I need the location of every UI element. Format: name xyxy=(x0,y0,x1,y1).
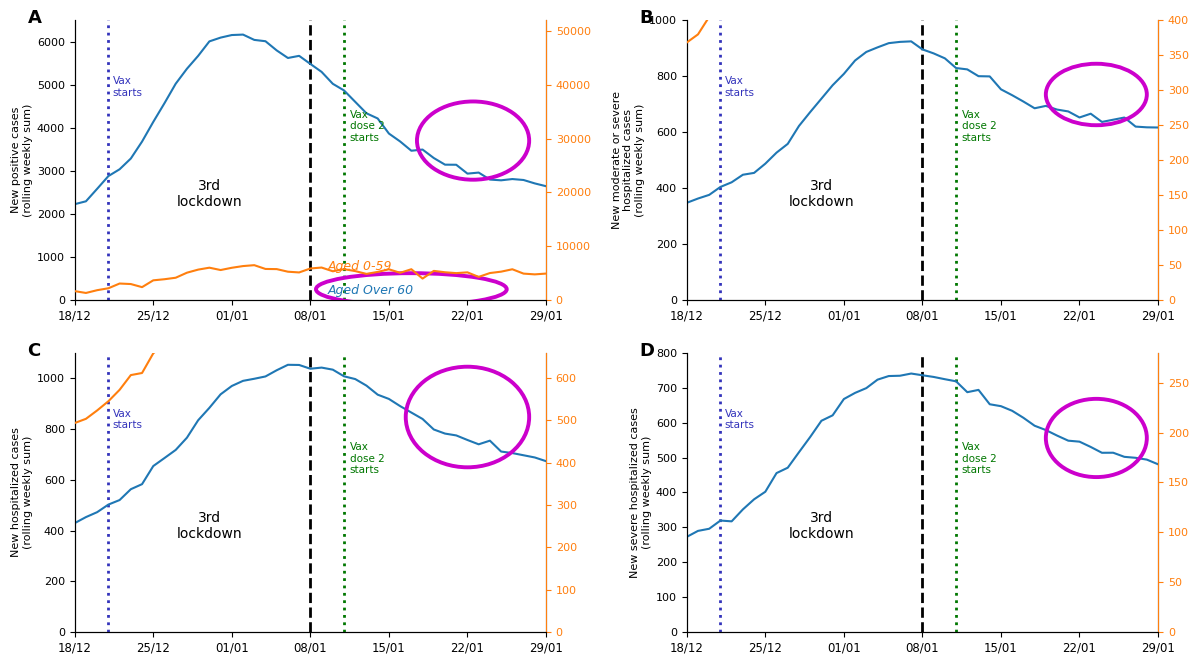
Text: Vax
dose 2
starts: Vax dose 2 starts xyxy=(961,110,996,143)
Text: 3rd
lockdown: 3rd lockdown xyxy=(176,178,242,208)
Text: B: B xyxy=(640,9,653,27)
Y-axis label: New severe hospitalized cases
(rolling weekly sum): New severe hospitalized cases (rolling w… xyxy=(630,407,652,578)
Y-axis label: New moderate or severe
hospitalized cases
(rolling weekly sum): New moderate or severe hospitalized case… xyxy=(612,91,644,229)
Text: D: D xyxy=(640,342,655,360)
Y-axis label: New hospitalized cases
(rolling weekly sum): New hospitalized cases (rolling weekly s… xyxy=(11,428,32,557)
Text: A: A xyxy=(28,9,42,27)
Text: Vax
starts: Vax starts xyxy=(113,77,143,98)
Text: Vax
dose 2
starts: Vax dose 2 starts xyxy=(349,442,384,476)
Text: 3rd
lockdown: 3rd lockdown xyxy=(788,511,854,541)
Text: Aged Over 60: Aged Over 60 xyxy=(328,284,413,297)
Text: Vax
dose 2
starts: Vax dose 2 starts xyxy=(349,110,384,143)
Text: 3rd
lockdown: 3rd lockdown xyxy=(788,178,854,208)
Text: Vax
dose 2
starts: Vax dose 2 starts xyxy=(961,442,996,476)
Text: Vax
starts: Vax starts xyxy=(113,409,143,430)
Text: Aged 0-59: Aged 0-59 xyxy=(328,260,391,273)
Y-axis label: New positive cases
(rolling weekly sum): New positive cases (rolling weekly sum) xyxy=(11,103,32,217)
Text: C: C xyxy=(28,342,41,360)
Text: 3rd
lockdown: 3rd lockdown xyxy=(176,511,242,541)
Text: Vax
starts: Vax starts xyxy=(725,77,755,98)
Text: Vax
starts: Vax starts xyxy=(725,409,755,430)
